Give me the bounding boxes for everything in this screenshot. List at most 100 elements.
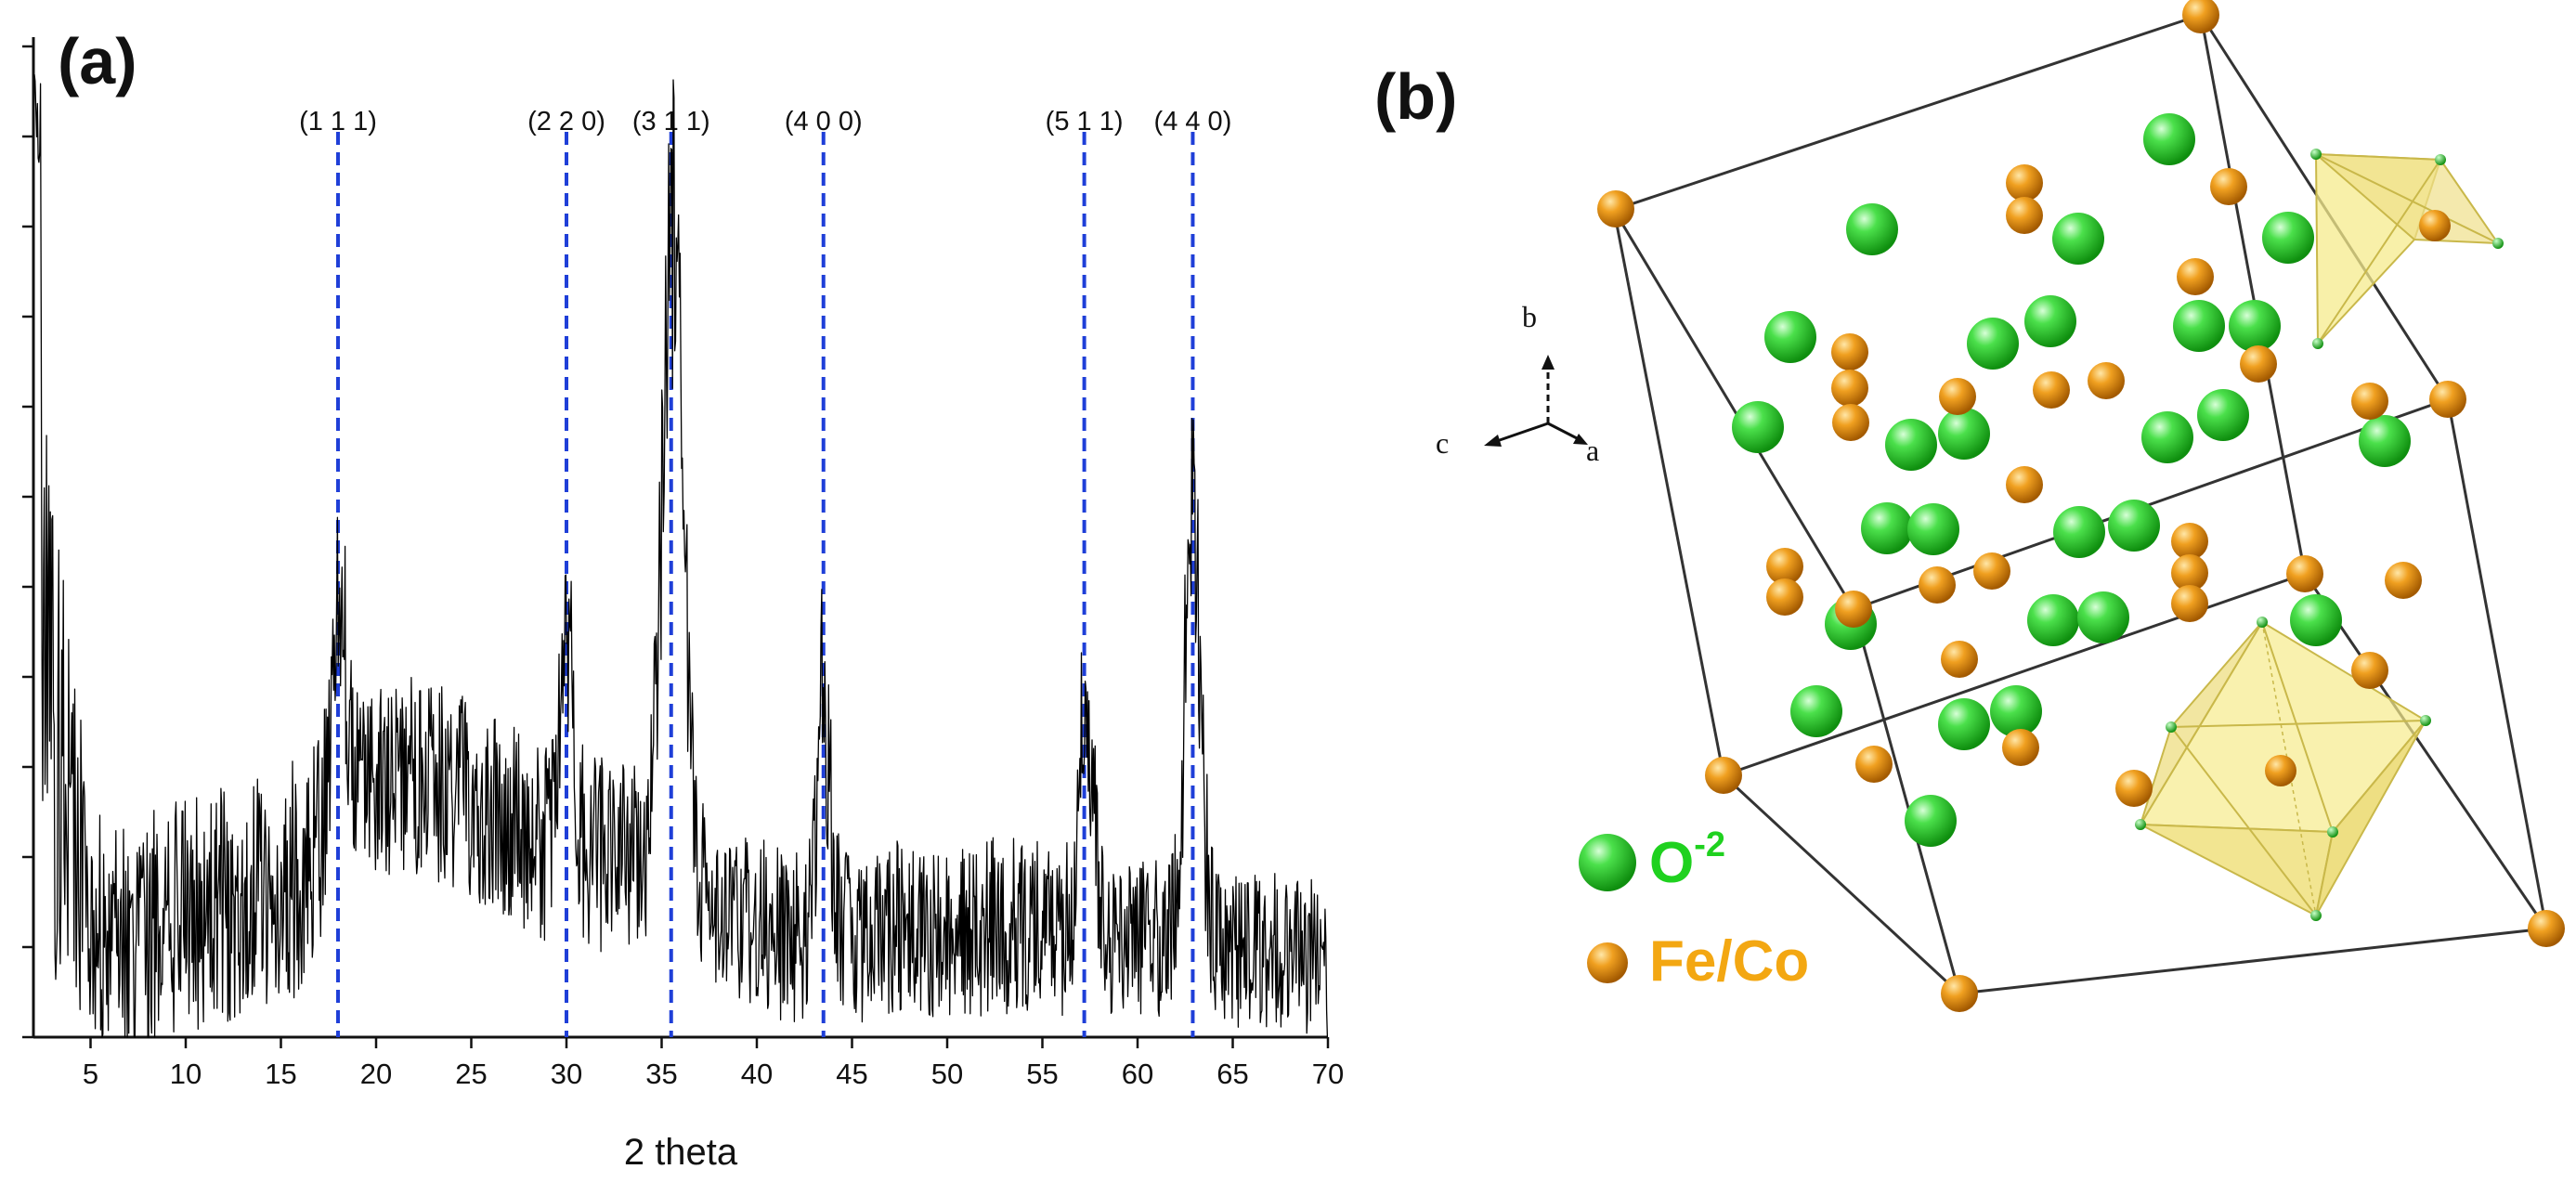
oxygen-atom bbox=[2197, 389, 2249, 441]
vertex-oxygen bbox=[2310, 149, 2322, 160]
cell-edge bbox=[1613, 13, 2202, 212]
axis-label-b: b bbox=[1522, 300, 1537, 333]
x-tick-label: 45 bbox=[836, 1058, 867, 1090]
peak-label: (4 4 0) bbox=[1154, 107, 1232, 136]
metal-atom bbox=[2002, 729, 2039, 766]
vertex-oxygen bbox=[2492, 238, 2504, 249]
tetrahedron bbox=[2310, 149, 2504, 349]
a-axis-head bbox=[1573, 434, 1588, 445]
cell-edge bbox=[2446, 398, 2548, 929]
metal-atom bbox=[1597, 190, 1634, 227]
cell-edge bbox=[1853, 397, 2449, 611]
x-tick-label: 25 bbox=[455, 1058, 487, 1090]
orientation-axes: b c a bbox=[1436, 300, 1599, 467]
vertex-oxygen bbox=[2166, 721, 2177, 733]
metal-atom bbox=[2171, 585, 2208, 622]
metal-atom bbox=[2385, 562, 2422, 599]
oxygen-atom bbox=[2052, 213, 2104, 265]
metal-atom bbox=[2429, 381, 2466, 418]
octahedral-site-atom bbox=[2265, 755, 2296, 786]
cell-edge bbox=[1852, 608, 1961, 994]
oxygen-atom bbox=[2024, 295, 2076, 347]
metal-atom bbox=[1941, 975, 1978, 1012]
cell-edge bbox=[2199, 14, 2307, 575]
plot-area: 5 10 15 20 25 30 35 40 45 50 55 60 65 70 (1 1 1) (2 2 … bbox=[22, 37, 1344, 1090]
x-tick-label: 40 bbox=[741, 1058, 773, 1090]
x-tick-label: 50 bbox=[931, 1058, 963, 1090]
legend-oxygen-label: O-2 bbox=[1649, 825, 1725, 895]
b-axis-head bbox=[1542, 355, 1555, 370]
x-tick-label: 30 bbox=[551, 1058, 582, 1090]
a-axis-arrow bbox=[1547, 422, 1580, 441]
metal-atom bbox=[1766, 548, 1803, 585]
vertex-oxygen bbox=[2312, 338, 2323, 349]
oxygen-atom bbox=[2077, 591, 2129, 643]
metal-atom bbox=[1832, 404, 1869, 441]
metal-atom bbox=[2177, 258, 2214, 295]
xrd-pattern-line bbox=[33, 74, 1329, 1038]
legend: O-2 Fe/Co bbox=[1579, 825, 1809, 994]
tetrahedron-edge bbox=[2317, 159, 2441, 344]
crystal-structure: (b) b c a bbox=[1374, 0, 2565, 1012]
legend-metal-swatch bbox=[1587, 942, 1628, 983]
peak-label: (4 0 0) bbox=[785, 107, 863, 136]
panel-b-label: (b) bbox=[1374, 60, 1457, 133]
metal-atom bbox=[2006, 466, 2043, 503]
metal-atom bbox=[1835, 591, 1872, 628]
tetrahedral-site-atom bbox=[2419, 210, 2451, 241]
oxygen-atom bbox=[2053, 506, 2105, 558]
metal-atom bbox=[2171, 554, 2208, 591]
cell-edge bbox=[1723, 572, 2306, 777]
peak-label: (1 1 1) bbox=[299, 107, 377, 136]
cell-edge bbox=[1612, 209, 1725, 776]
oxygen-atom bbox=[2359, 415, 2411, 467]
metal-atom bbox=[2006, 197, 2043, 234]
oxygen-atoms bbox=[1732, 113, 2411, 847]
metal-atom bbox=[1919, 566, 1956, 604]
x-tick-label: 10 bbox=[170, 1058, 202, 1090]
oxygen-atom bbox=[1764, 311, 1816, 363]
cell-edge bbox=[2303, 573, 2548, 929]
oxygen-atom bbox=[2173, 300, 2225, 352]
tetrahedron-edge bbox=[2315, 153, 2499, 244]
vertex-oxygen bbox=[2135, 819, 2146, 830]
peak-label: (2 2 0) bbox=[527, 107, 605, 136]
metal-atom bbox=[2210, 168, 2247, 205]
vertex-oxygen bbox=[2420, 715, 2431, 726]
x-tick-label: 65 bbox=[1216, 1058, 1248, 1090]
x-tick-label: 60 bbox=[1122, 1058, 1153, 1090]
octahedron bbox=[2135, 617, 2431, 921]
metal-atom bbox=[1831, 370, 1868, 407]
oxygen-atom bbox=[1846, 203, 1898, 255]
y-ticks bbox=[22, 45, 33, 1039]
vertex-oxygen bbox=[2327, 826, 2338, 838]
x-ticks: 5 10 15 20 25 30 35 40 45 50 55 60 65 70 bbox=[83, 1037, 1344, 1090]
metal-atoms bbox=[1597, 0, 2565, 1012]
x-tick-label: 55 bbox=[1026, 1058, 1058, 1090]
cell-edge bbox=[1612, 209, 1855, 610]
x-tick-label: 5 bbox=[83, 1058, 98, 1090]
metal-atom bbox=[2182, 0, 2219, 33]
axis-label-c: c bbox=[1436, 426, 1449, 460]
oxygen-atom bbox=[1861, 502, 1913, 554]
octahedron-face bbox=[2140, 824, 2335, 917]
legend-oxygen-swatch bbox=[1579, 834, 1636, 891]
metal-atom bbox=[2006, 164, 2043, 201]
oxygen-atom bbox=[2108, 500, 2160, 552]
octahedron-face bbox=[2315, 720, 2426, 916]
c-axis-arrow bbox=[1496, 422, 1549, 443]
octahedron-face bbox=[2140, 621, 2263, 825]
x-tick-label: 35 bbox=[645, 1058, 677, 1090]
x-tick-label: 70 bbox=[1312, 1058, 1344, 1090]
peak-label: (3 1 1) bbox=[632, 107, 710, 136]
x-tick-label: 20 bbox=[360, 1058, 392, 1090]
oxygen-atom bbox=[2143, 113, 2195, 165]
peak-label: (5 1 1) bbox=[1046, 107, 1124, 136]
metal-atom bbox=[1941, 641, 1978, 678]
octahedron-edge bbox=[2170, 720, 2426, 728]
metal-atom bbox=[1973, 552, 2010, 590]
vertex-oxygen bbox=[2310, 910, 2322, 921]
x-axis-title: 2 theta bbox=[624, 1132, 738, 1173]
unit-cell-edges bbox=[1612, 13, 2548, 995]
